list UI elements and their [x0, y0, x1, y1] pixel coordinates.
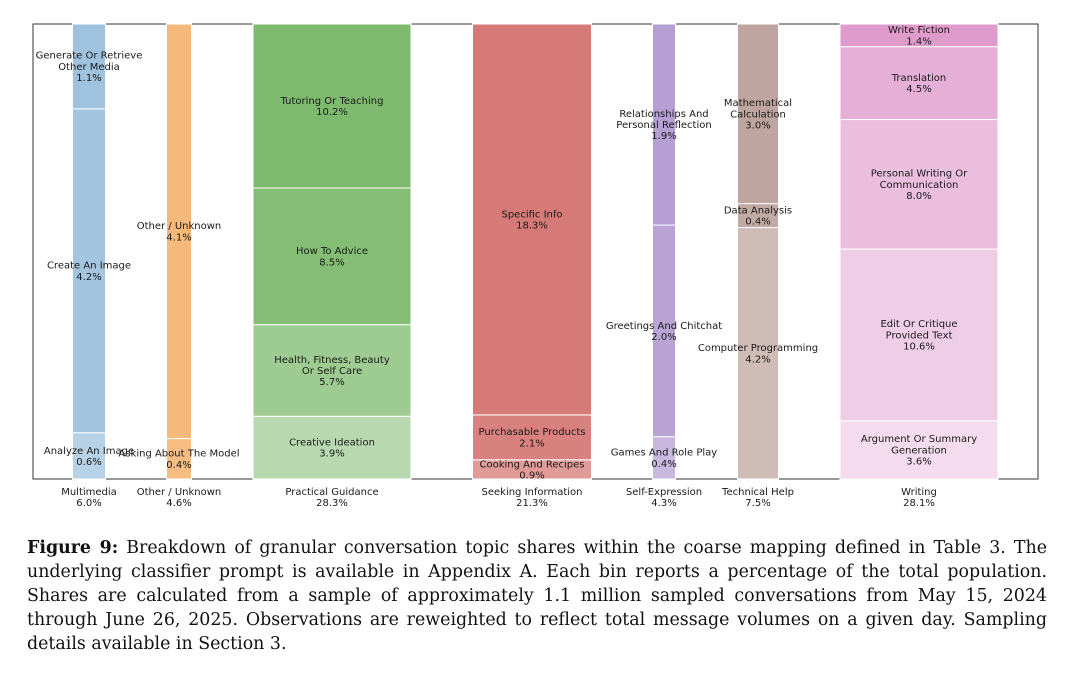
segment-creative-ideation: [252, 415, 412, 480]
topic-share-chart: Analyze An Image 0.6% Create An Image 4.2% G…: [32, 23, 1039, 509]
segment-write-fiction: [839, 23, 999, 48]
segment-label-cooking-and-recipes: Cooking And Recipes 0.9%: [480, 459, 585, 481]
group-label-other-unknown: Other / Unknown 4.6%: [137, 487, 222, 509]
segment-label-greetings-and-chitchat: Greetings And Chitchat 2.0%: [606, 321, 722, 343]
segment-health-fitness-beauty-or-self-care: [252, 324, 412, 417]
segment-label-tutoring-or-teaching: Tutoring Or Teaching 10.2%: [280, 96, 384, 118]
segment-label-asking-about-the-model: Asking About The Model 0.4%: [118, 449, 239, 471]
segment-relationships-and-personal-reflection: [652, 23, 676, 226]
figure-caption: Figure 9: Breakdown of granular conversa…: [27, 536, 1047, 656]
segment-label-analyze-an-image: Analyze An Image 0.6%: [44, 446, 134, 468]
group-label-seeking-information: Seeking Information 21.3%: [482, 487, 583, 509]
segment-label-computer-programming: Computer Programming 4.2%: [698, 343, 818, 365]
segment-label-purchasable-products: Purchasable Products 2.1%: [478, 427, 585, 449]
segment-mathematical-calculation: [737, 23, 779, 205]
group-label-self-expression: Self-Expression 4.3%: [626, 487, 702, 509]
segment-edit-or-critique-provided-text: [839, 248, 999, 422]
segment-label-translation: Translation 4.5%: [891, 73, 947, 95]
segment-personal-writing-or-communication: [839, 119, 999, 250]
segment-other-unknown: [166, 23, 192, 440]
segment-label-edit-or-critique-provided-text: Edit Or Critique Provided Text 10.6%: [880, 319, 957, 352]
segment-asking-about-the-model: [166, 438, 192, 480]
segment-label-games-and-role-play: Games And Role Play 0.4%: [611, 448, 718, 470]
segment-label-argument-or-summary-generation: Argument Or Summary Generation 3.6%: [861, 434, 977, 467]
group-writing: Argument Or Summary Generation 3.6% Edit Or…: [839, 23, 999, 509]
segment-label-data-analysis: Data Analysis 0.4%: [724, 205, 792, 227]
segment-label-creative-ideation: Creative Ideation 3.9%: [289, 438, 375, 460]
segment-computer-programming: [737, 227, 779, 480]
segment-purchasable-products: [472, 414, 592, 461]
segment-label-other-unknown: Other / Unknown 4.1%: [137, 221, 222, 243]
segment-label-how-to-advice: How To Advice 8.5%: [296, 246, 368, 268]
segment-argument-or-summary-generation: [839, 420, 999, 480]
group-technical-help: Computer Programming 4.2% Data Analysis 0.4…: [698, 23, 818, 509]
group-multimedia: Analyze An Image 0.6% Create An Image 4.2% G…: [36, 23, 143, 509]
segment-label-health-fitness-beauty-or-self-care: Health, Fitness, Beauty Or Self Care 5.7%: [274, 355, 390, 388]
group-self-expression: Games And Role Play 0.4% Greetings And Chi…: [606, 23, 722, 509]
group-label-practical-guidance: Practical Guidance 28.3%: [285, 487, 378, 509]
caption-label: Figure 9:: [27, 538, 119, 558]
segment-label-mathematical-calculation: Mathematical Calculation 3.0%: [724, 98, 792, 131]
segment-label-relationships-and-personal-reflection: Relationships And Personal Reflection 1.9%: [616, 109, 711, 142]
segment-label-create-an-image: Create An Image 4.2%: [47, 261, 131, 283]
group-label-writing: Writing 28.1%: [901, 487, 937, 509]
group-other-unknown: Asking About The Model 0.4% Other / Unknow…: [118, 23, 240, 509]
segment-label-write-fiction: Write Fiction 1.4%: [888, 25, 950, 47]
segment-label-personal-writing-or-communication: Personal Writing Or Communication 8.0%: [871, 169, 968, 202]
segment-label-specific-info: Specific Info 18.3%: [501, 209, 562, 231]
group-seeking-information: Cooking And Recipes 0.9% Purchasable Produ…: [472, 23, 592, 509]
segment-generate-or-retrieve-other-media: [72, 23, 106, 110]
group-label-multimedia: Multimedia 6.0%: [61, 487, 117, 509]
segment-label-generate-or-retrieve-other-media: Generate Or Retrieve Other Media 1.1%: [36, 51, 143, 84]
group-practical-guidance: Creative Ideation 3.9% Health, Fitness, Be…: [252, 23, 412, 509]
caption-text: Breakdown of granular conversation topic…: [27, 538, 1047, 654]
group-label-technical-help: Technical Help 7.5%: [721, 487, 794, 509]
segment-specific-info: [472, 23, 592, 416]
segment-tutoring-or-teaching: [252, 23, 412, 189]
segment-translation: [839, 46, 999, 121]
